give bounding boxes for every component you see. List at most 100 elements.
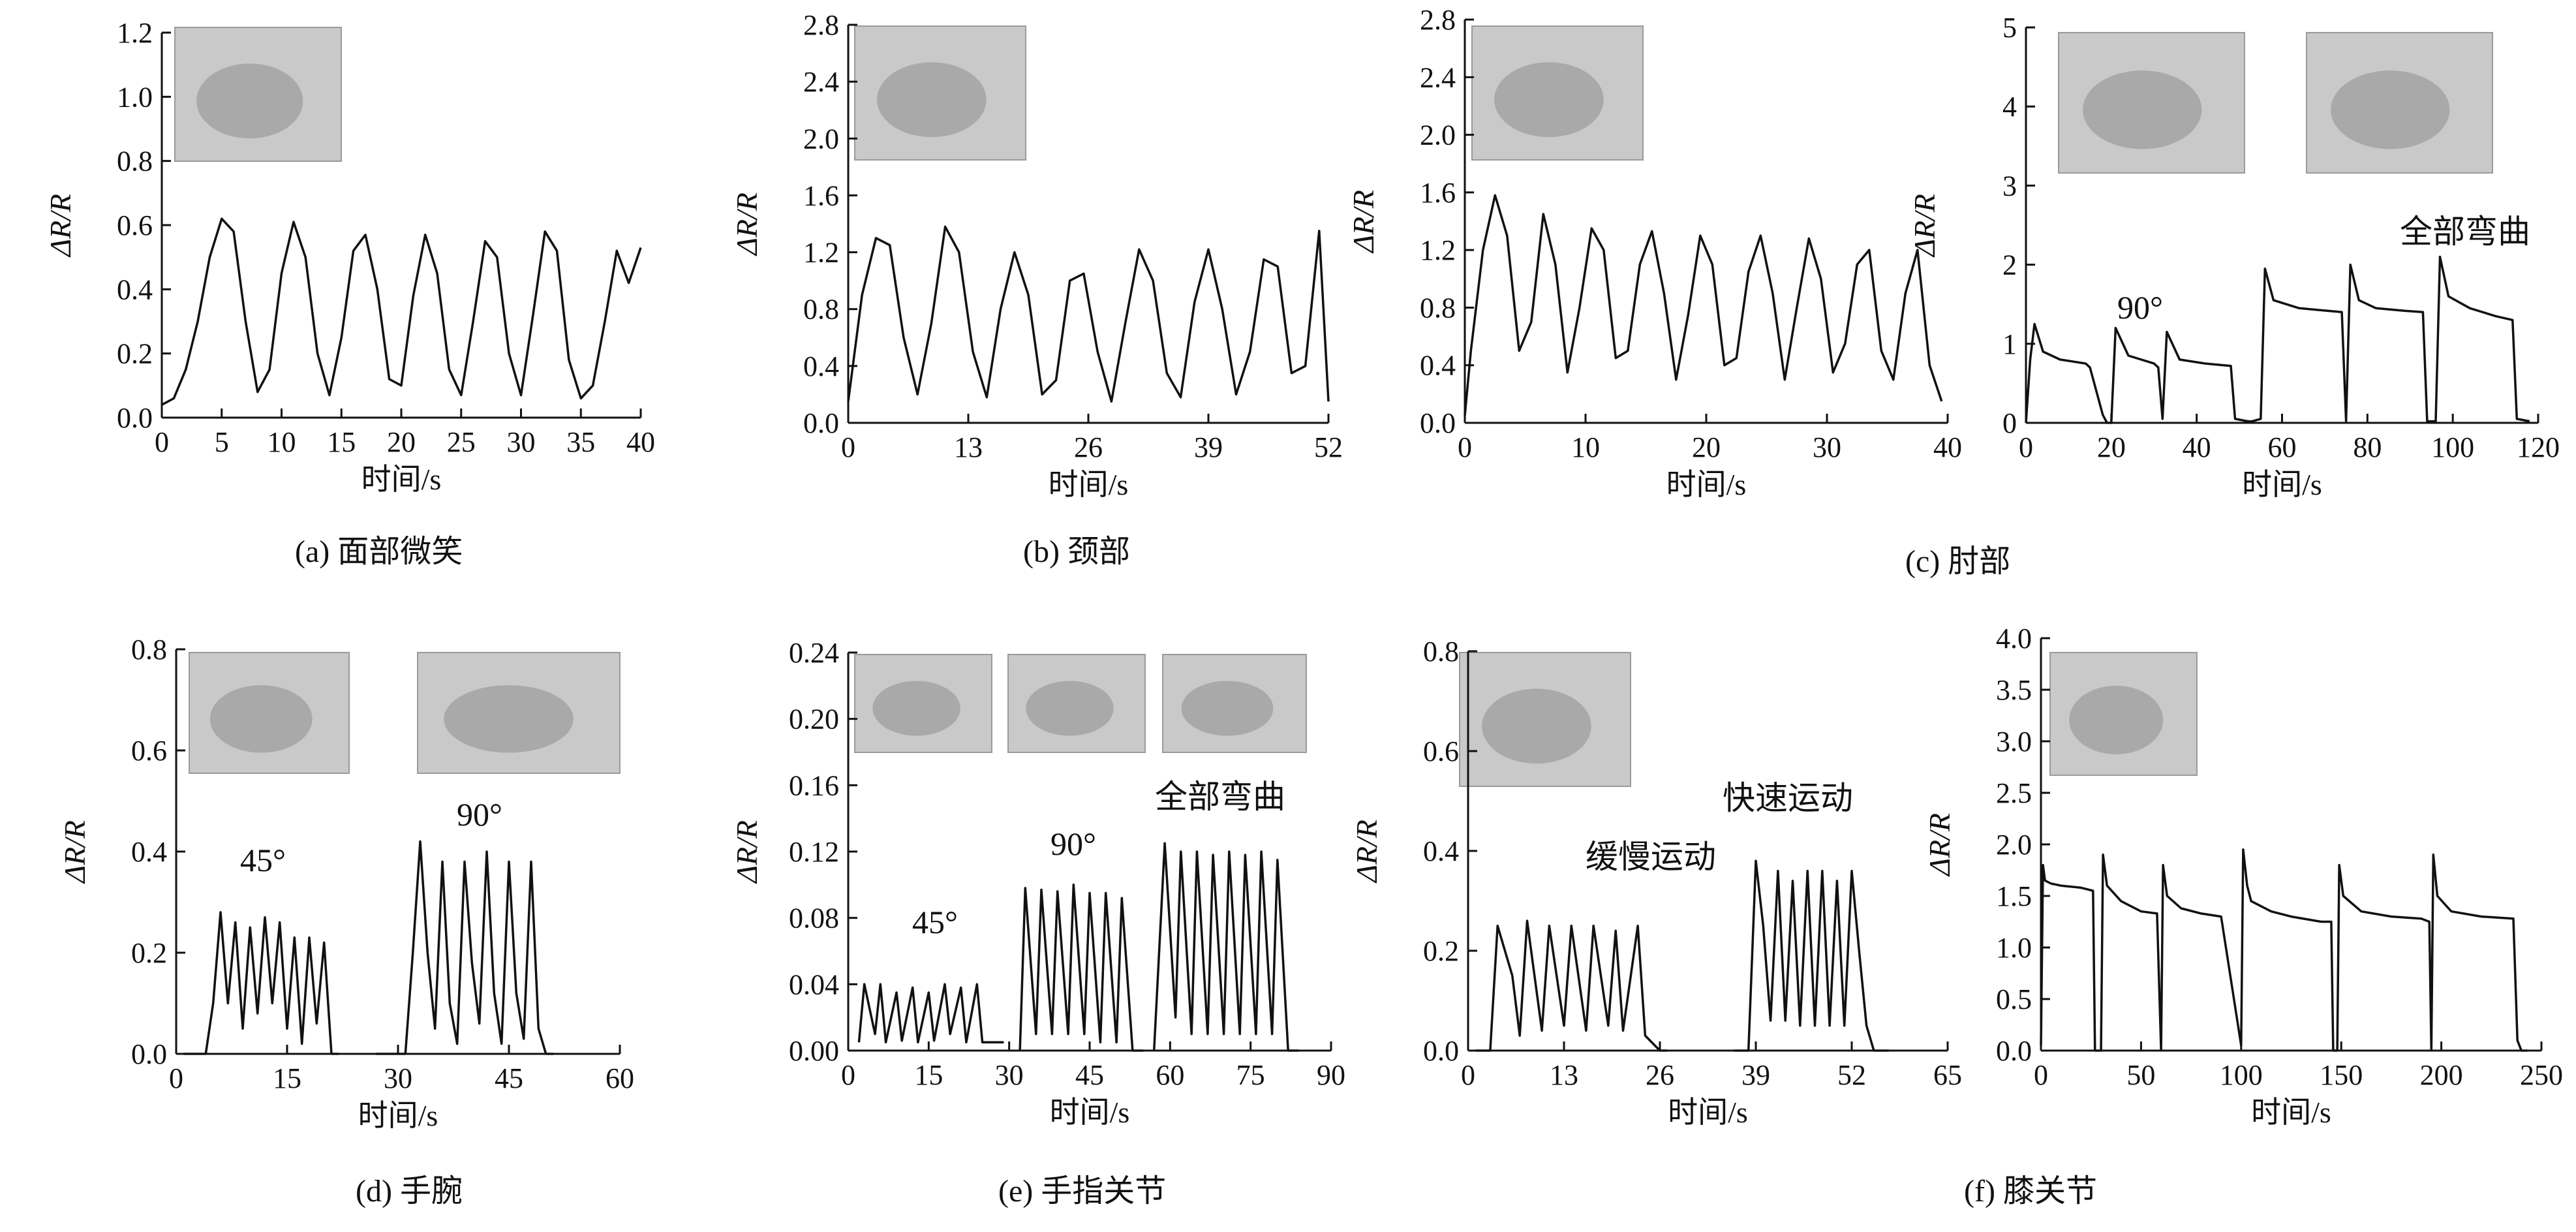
annotation-6-0: 缓慢运动 [1586, 839, 1716, 875]
photo-subject-1-0 [877, 62, 987, 138]
y-tick-label-2-7: 2.8 [1420, 4, 1456, 36]
photo-subject-3-0 [2083, 70, 2202, 149]
y-tick-label-1-1: 0.4 [803, 350, 839, 382]
caption-panel-d: (d) 手腕 [356, 1174, 463, 1209]
x-tick-label-2-1: 10 [1571, 431, 1600, 463]
x-axis-label-5: 时间/s [1050, 1096, 1130, 1129]
photo-subject-3-1 [2331, 70, 2450, 149]
x-tick-label-4-0: 0 [169, 1062, 183, 1094]
photo-subject-0-0 [196, 63, 303, 139]
y-tick-label-4-2: 0.4 [131, 836, 167, 868]
x-tick-label-3-3: 60 [2268, 431, 2297, 463]
x-tick-label-0-0: 0 [155, 426, 169, 458]
y-tick-label-4-1: 0.2 [131, 937, 167, 969]
y-tick-label-1-3: 1.2 [803, 237, 839, 269]
y-tick-label-0-2: 0.4 [117, 273, 153, 305]
x-axis-label-4: 时间/s [358, 1099, 438, 1132]
y-tick-label-0-4: 0.8 [117, 146, 153, 177]
x-tick-label-5-1: 15 [914, 1059, 943, 1091]
annotation-5-2: 全部弯曲 [1155, 778, 1285, 815]
y-tick-label-1-0: 0.0 [803, 407, 839, 439]
y-tick-label-7-3: 1.5 [1996, 880, 2032, 912]
series-line-2-0 [1464, 194, 1943, 416]
y-tick-label-2-5: 2.0 [1420, 119, 1456, 151]
y-tick-label-2-0: 0.0 [1420, 407, 1456, 439]
x-tick-label-2-4: 40 [1933, 431, 1962, 463]
caption-panel-b: (b) 颈部 [1023, 534, 1130, 569]
x-tick-label-7-0: 0 [2034, 1059, 2048, 1091]
x-tick-label-3-0: 0 [2019, 431, 2033, 463]
x-tick-label-0-6: 30 [507, 426, 536, 458]
annotation-3-0: 90° [2117, 289, 2163, 326]
y-tick-label-6-0: 0.0 [1423, 1035, 1459, 1067]
x-tick-label-0-7: 35 [566, 426, 595, 458]
photo-subject-4-1 [444, 685, 574, 753]
y-tick-label-1-6: 2.4 [803, 66, 839, 98]
x-axis-label-1: 时间/s [1049, 468, 1129, 501]
x-tick-label-4-2: 30 [384, 1062, 412, 1094]
x-tick-label-7-2: 100 [2220, 1059, 2263, 1091]
y-tick-label-2-4: 1.6 [1420, 177, 1456, 209]
y-axis-label-1: ΔR/R [730, 192, 763, 256]
series-line-5-1 [1019, 884, 1144, 1052]
y-tick-label-5-3: 0.12 [789, 836, 839, 868]
y-tick-label-6-2: 0.4 [1423, 835, 1459, 867]
x-tick-label-5-3: 45 [1075, 1059, 1104, 1091]
y-tick-label-5-4: 0.16 [789, 769, 839, 801]
annotation-3-1: 全部弯曲 [2400, 213, 2530, 250]
x-axis-label-6: 时间/s [1668, 1096, 1748, 1129]
y-tick-label-1-2: 0.8 [803, 294, 839, 326]
annotation-4-1: 90° [457, 796, 502, 833]
x-tick-label-1-2: 26 [1074, 431, 1103, 463]
x-tick-label-6-2: 26 [1646, 1059, 1674, 1091]
x-tick-label-4-4: 60 [606, 1062, 634, 1094]
y-axis-label-0: ΔR/R [44, 194, 77, 258]
y-tick-label-2-3: 1.2 [1420, 234, 1456, 266]
x-tick-label-2-3: 30 [1813, 431, 1841, 463]
y-tick-label-0-0: 0.0 [117, 402, 153, 434]
photo-subject-5-2 [1181, 681, 1274, 736]
y-tick-label-7-5: 2.5 [1996, 777, 2032, 809]
x-tick-label-7-5: 250 [2520, 1059, 2563, 1091]
x-tick-label-6-4: 52 [1837, 1059, 1866, 1091]
x-tick-label-3-5: 100 [2431, 431, 2474, 463]
y-tick-label-3-0: 0 [2002, 407, 2017, 439]
y-tick-label-6-4: 0.8 [1423, 636, 1459, 668]
x-tick-label-3-6: 120 [2517, 431, 2560, 463]
x-axis-label-2: 时间/s [1666, 468, 1747, 501]
caption-panel-c: (c) 肘部 [1905, 544, 2011, 579]
y-tick-label-1-5: 2.0 [803, 123, 839, 155]
photo-subject-5-0 [872, 681, 960, 736]
y-tick-label-5-1: 0.04 [789, 968, 839, 1000]
photo-subject-6-0 [1482, 688, 1591, 764]
y-axis-label-3: ΔR/R [1908, 194, 1941, 258]
caption-panel-f: (f) 膝关节 [1964, 1174, 2097, 1209]
x-tick-label-1-3: 39 [1194, 431, 1223, 463]
series-line-3-0 [2025, 255, 2530, 424]
x-tick-label-5-2: 30 [995, 1059, 1024, 1091]
series-line-6-0 [1475, 919, 1668, 1052]
x-tick-label-1-0: 0 [841, 431, 855, 463]
x-tick-label-1-4: 52 [1314, 431, 1343, 463]
x-tick-label-7-3: 150 [2320, 1059, 2363, 1091]
x-tick-label-0-3: 15 [327, 426, 356, 458]
x-tick-label-3-4: 80 [2353, 431, 2382, 463]
x-tick-label-3-2: 40 [2183, 431, 2211, 463]
x-tick-label-5-5: 75 [1236, 1059, 1265, 1091]
x-tick-label-4-3: 45 [495, 1062, 523, 1094]
series-line-0-0 [161, 217, 642, 406]
caption-panel-e: (e) 手指关节 [998, 1174, 1167, 1209]
y-tick-label-0-5: 1.0 [117, 81, 153, 113]
y-tick-label-3-1: 1 [2002, 328, 2017, 360]
y-axis-label-6: ΔR/R [1350, 820, 1383, 884]
x-tick-label-0-5: 25 [447, 426, 476, 458]
y-tick-label-3-4: 4 [2002, 91, 2017, 123]
series-line-4-1 [376, 840, 553, 1055]
series-line-1-0 [847, 225, 1330, 403]
x-tick-label-0-2: 10 [268, 426, 296, 458]
series-line-5-2 [1152, 842, 1299, 1052]
annotation-5-0: 45° [912, 904, 958, 940]
photo-subject-5-1 [1026, 681, 1114, 736]
x-tick-label-6-3: 39 [1741, 1059, 1770, 1091]
